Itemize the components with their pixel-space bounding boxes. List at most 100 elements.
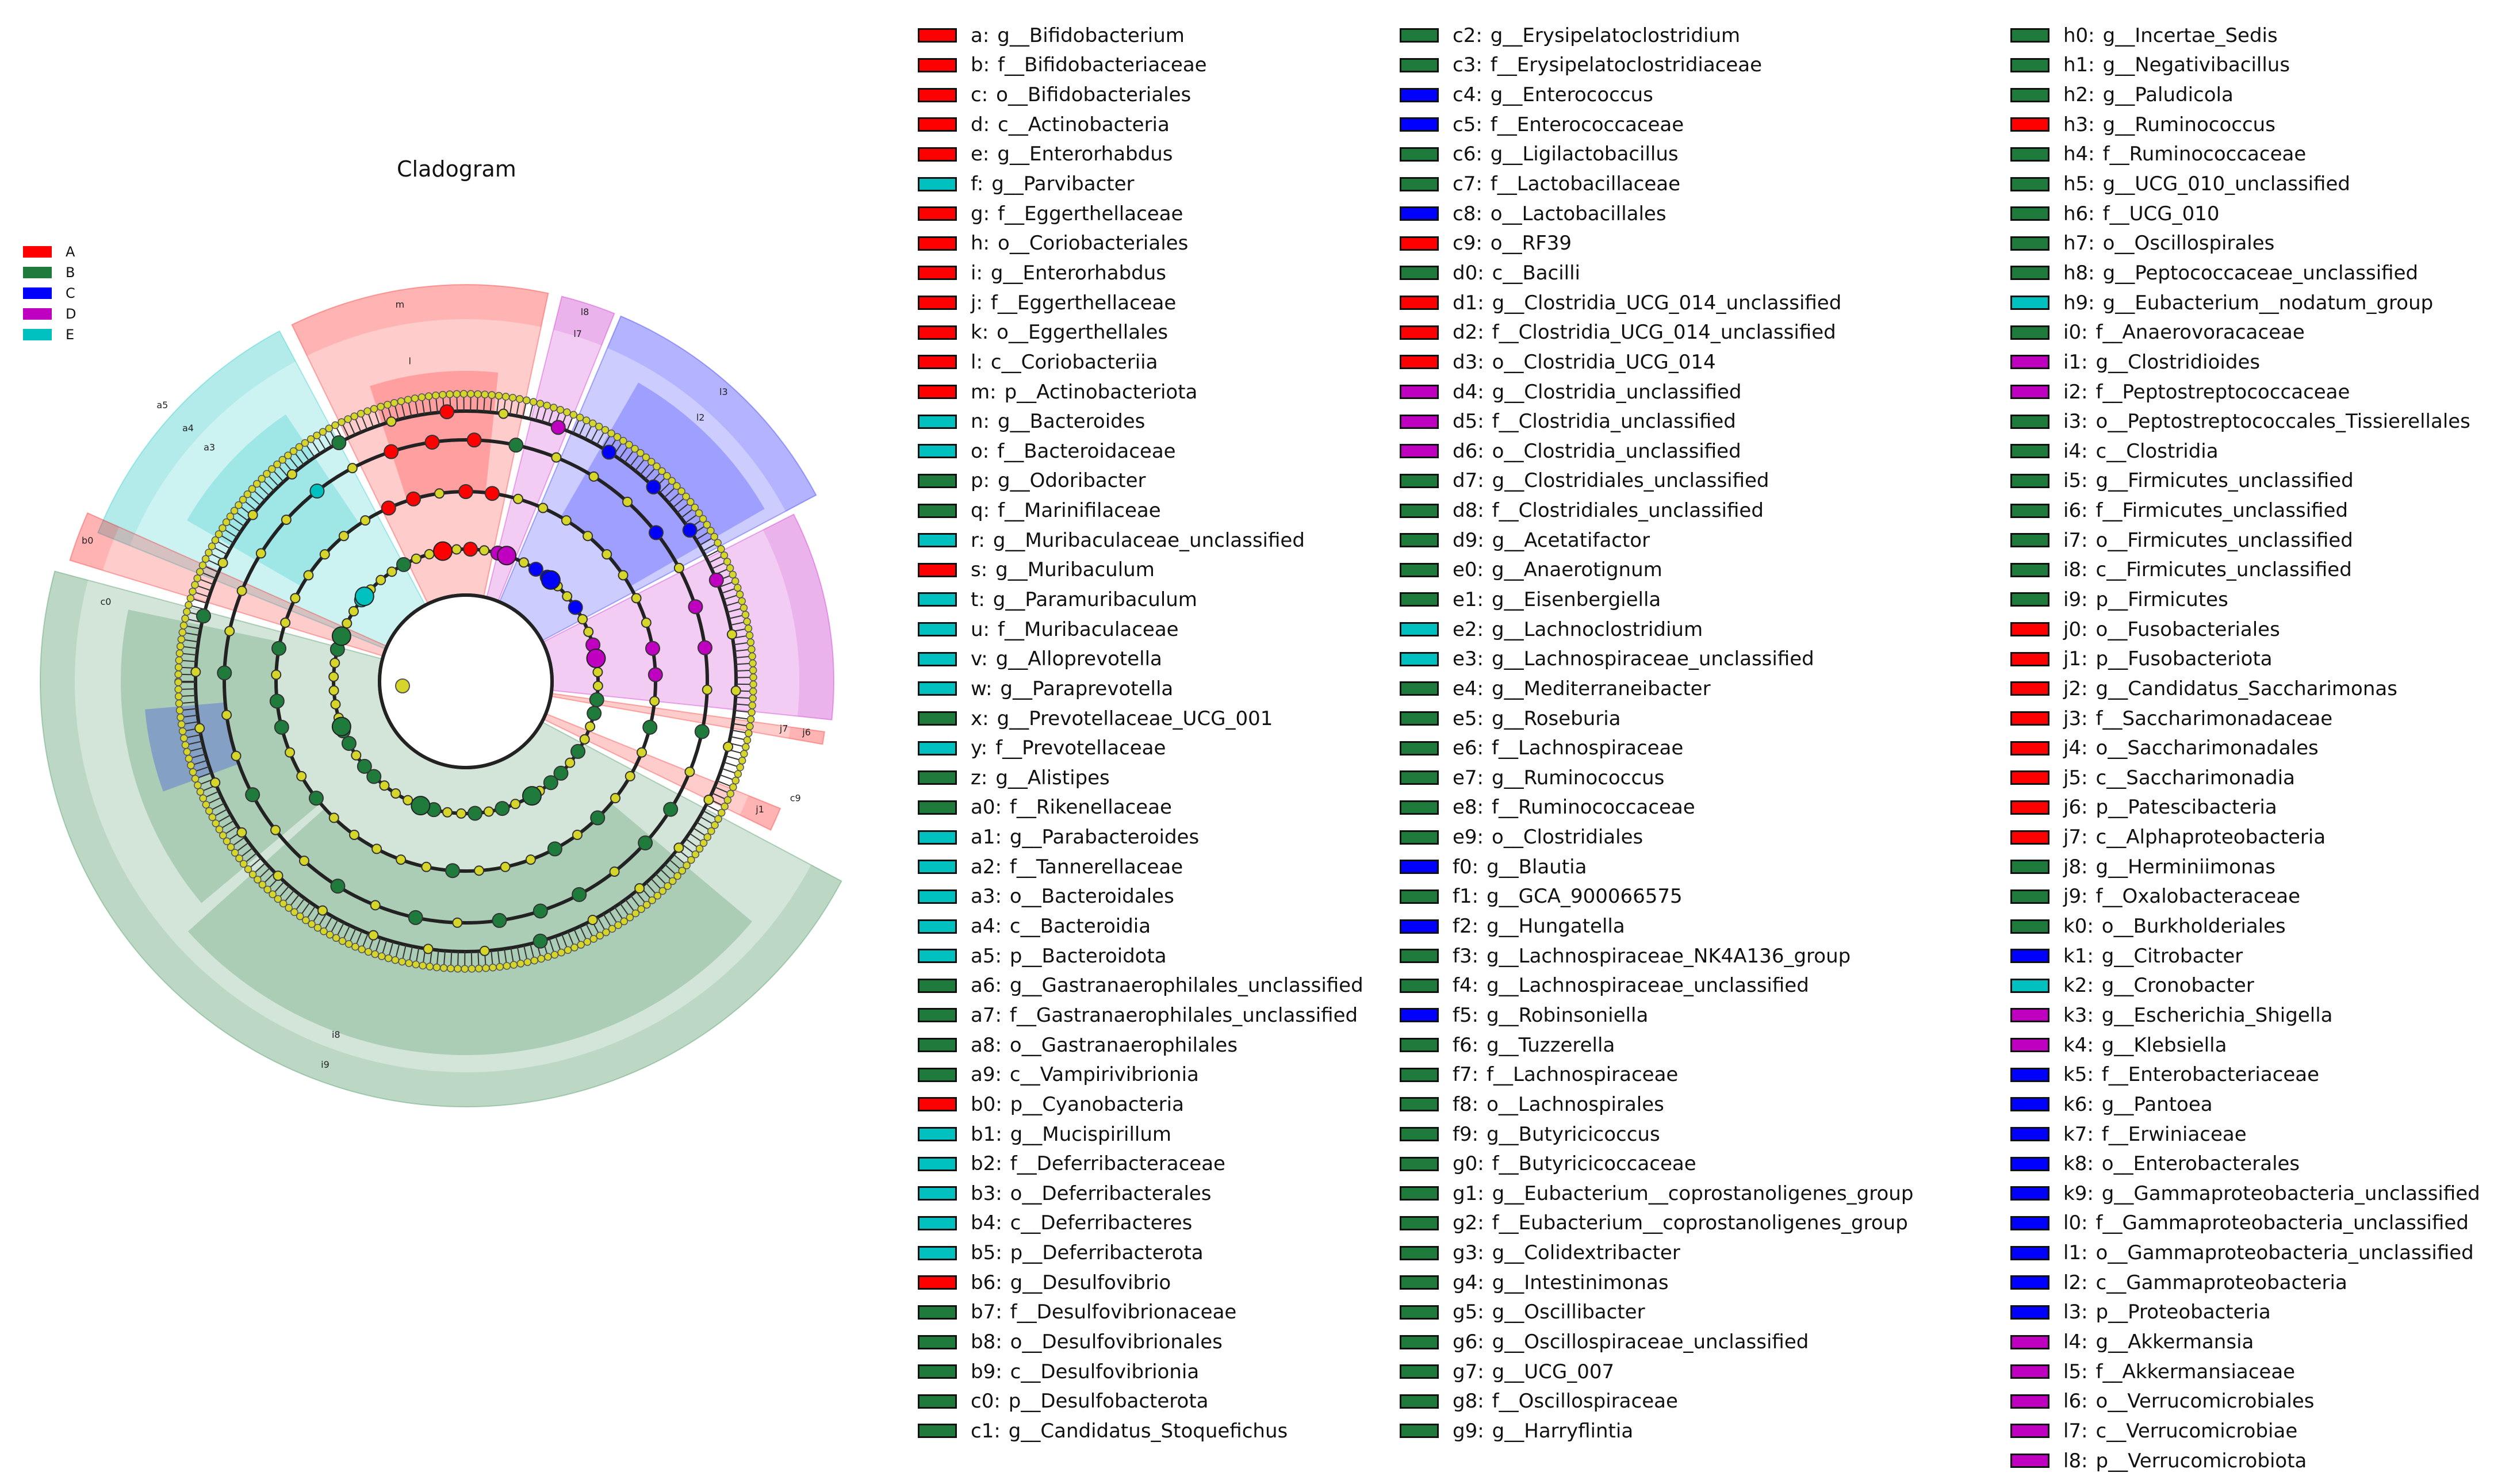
legend-name: c__Gammaproteobacteria [2095, 1271, 2347, 1294]
legend-name: g__Lachnospiraceae_unclassified [1487, 974, 1809, 998]
legend-entry: c4: g__Enterococcus [1400, 80, 1913, 110]
legend-code: c2: [1453, 24, 1482, 47]
legend-entry: f5: g__Robinsoniella [1400, 1000, 1913, 1030]
legend-swatch [2010, 206, 2049, 221]
legend-swatch [918, 949, 957, 964]
leaf-node [219, 524, 227, 532]
leaf-node [550, 950, 559, 959]
clade-node [390, 788, 401, 799]
leaf-node [284, 451, 292, 459]
legend-code: e0: [1453, 558, 1484, 582]
clade-node [328, 812, 339, 823]
clade-node [442, 807, 453, 818]
legend-entry: n: g__Bacteroides [918, 407, 1363, 436]
legend-entry: e1: g__Eisenbergiella [1400, 585, 1913, 615]
legend-entry: h0: g__Incertae_Sedis [2010, 21, 2480, 51]
legend-entry: h1: g__Negativibacillus [2010, 51, 2480, 80]
legend-code: r: [971, 528, 985, 552]
legend-name: p__Bacteroidota [1009, 944, 1167, 968]
leaf-node [174, 663, 183, 672]
legend-code: t: [971, 588, 985, 611]
clade-node [602, 444, 617, 460]
legend-swatch [918, 562, 957, 577]
clade-node [498, 408, 509, 419]
legend-entry: l5: f__Akkermansiaceae [2010, 1357, 2480, 1387]
legend-code: e3: [1453, 647, 1484, 671]
clade-node [455, 808, 466, 819]
legend-entry: w: g__Paraprevotella [918, 674, 1363, 704]
leaf-node [729, 570, 737, 579]
sector-label: j1 [755, 804, 764, 815]
leaf-node [357, 409, 365, 418]
legend-code: l0: [2063, 1211, 2088, 1235]
clade-node [636, 747, 647, 758]
legend-code: c6: [1453, 143, 1482, 166]
legend-name: g__Firmicutes_unclassified [2095, 469, 2354, 493]
legend-code: j: [971, 291, 983, 315]
clade-node [381, 500, 396, 516]
legend-entry: d4: g__Clostridia_unclassified [1400, 377, 1913, 407]
leaf-node [748, 652, 756, 661]
legend-name: g__Paramuribaculum [993, 588, 1197, 611]
legend-name: f__Marinifilaceae [998, 499, 1161, 523]
leaf-node [377, 402, 385, 411]
legend-entry: l0: f__Gammaproteobacteria_unclassified [2010, 1209, 2480, 1238]
legend-entry: c7: f__Lactobacillaceae [1400, 169, 1913, 199]
legend-code: c0: [971, 1390, 1001, 1413]
leaf-node [631, 909, 640, 918]
legend-code: i5: [2063, 469, 2088, 493]
leaf-node [185, 601, 193, 609]
legend-entry: p: g__Odoribacter [918, 466, 1363, 496]
legend-code: d9: [1453, 528, 1484, 552]
leaf-node [607, 429, 615, 438]
clade-node [351, 750, 362, 761]
leaf-node [720, 551, 729, 559]
clade-node [483, 806, 494, 817]
leaf-node [285, 904, 293, 912]
legend-swatch [1400, 711, 1439, 726]
legend-code: j4: [2063, 737, 2088, 760]
legend-entry: x: g__Prevotellaceae_UCG_001 [918, 704, 1363, 734]
leaf-node [174, 670, 182, 678]
leaf-node [239, 860, 248, 868]
legend-code: l5: [2063, 1360, 2088, 1383]
legend-swatch [918, 147, 957, 162]
legend-swatch [2010, 800, 2049, 815]
sector-label: a4 [182, 423, 194, 434]
legend-swatch [1400, 1245, 1439, 1260]
legend-entry: k0: o__Burkholderiales [2010, 911, 2480, 941]
clade-node [583, 626, 594, 637]
legend-entry: j1: p__Fusobacteriota [2010, 644, 2480, 674]
legend-code: f: [971, 172, 984, 196]
legend-entry: j9: f__Oxalobacteraceae [2010, 882, 2480, 912]
clade-node [317, 905, 328, 916]
group-legend-item: B [23, 262, 76, 283]
legend-entry: a8: o__Gastranaerophilales [918, 1030, 1363, 1060]
clade-node [702, 684, 712, 695]
legend-name: c__Saccharimonadia [2095, 766, 2296, 789]
legend-entry: g6: g__Oscillospiraceae_unclassified [1400, 1327, 1913, 1357]
legend-swatch [2010, 1424, 2049, 1439]
leaf-node [258, 880, 267, 889]
leaf-node [447, 964, 455, 973]
leaf-node [248, 871, 257, 879]
legend-code: j9: [2063, 885, 2088, 908]
legend-code: b3: [971, 1182, 1002, 1205]
clade-node [645, 641, 660, 656]
legend-swatch [2010, 1038, 2049, 1053]
leaf-node [636, 449, 645, 457]
legend-name: f__Lactobacillaceae [1490, 172, 1681, 196]
leaf-node [412, 960, 420, 969]
leaf-node [742, 743, 750, 751]
legend-swatch [2010, 266, 2049, 281]
legend-code: h7: [2063, 232, 2095, 255]
leaf-node [740, 604, 748, 612]
legend-code: b7: [971, 1301, 1002, 1324]
leaf-node [613, 433, 622, 441]
leaf-node [235, 501, 243, 509]
leaf-node [301, 439, 309, 447]
leaf-node [198, 561, 207, 569]
legend-code: g1: [1453, 1182, 1484, 1205]
sector-label: i9 [321, 1059, 330, 1070]
